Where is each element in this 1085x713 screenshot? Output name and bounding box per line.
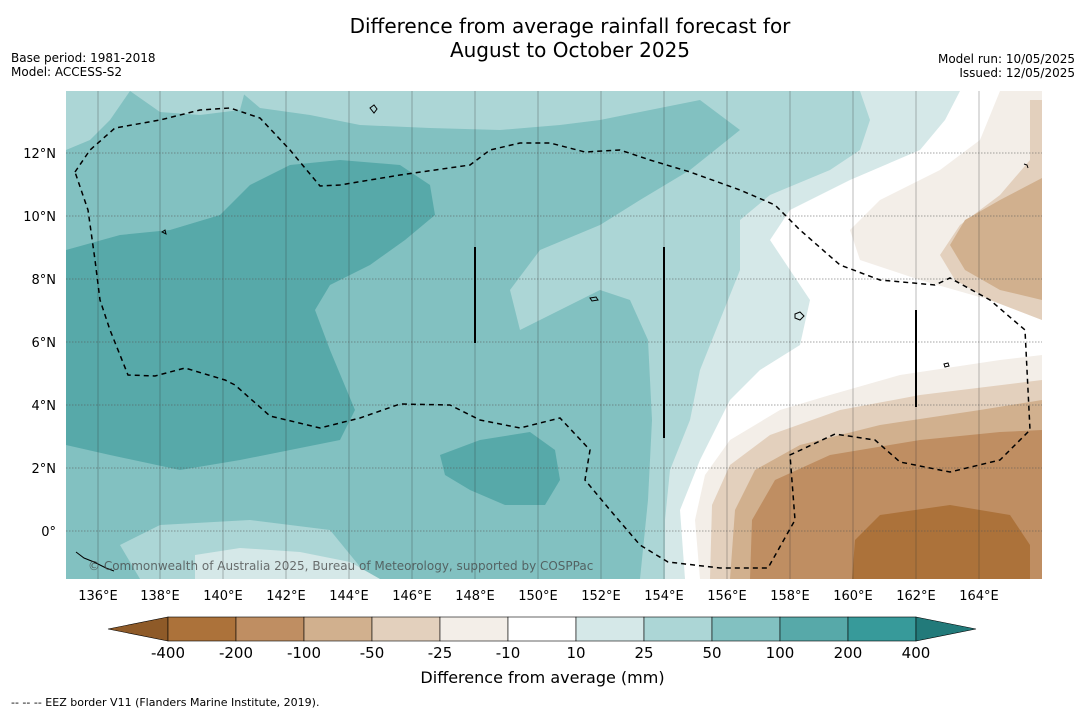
lat-label: 0°	[41, 525, 56, 540]
model-info: Base period: 1981-2018 Model: ACCESS-S2	[11, 51, 156, 79]
colorbar-tick-label: -400	[151, 644, 185, 662]
map-title: Difference from average rainfall forecas…	[270, 14, 870, 62]
lon-label: 152°E	[581, 589, 621, 604]
marker-lines	[474, 247, 917, 438]
colorbar-segment	[575, 616, 645, 642]
base-period: Base period: 1981-2018	[11, 51, 156, 65]
lon-label: 162°E	[896, 589, 936, 604]
lat-label: 10°N	[23, 210, 56, 225]
colorbar: -400 -200 -100 -50 -25 -10 10 25 50 100 200 400	[107, 616, 977, 662]
colorbar-segment	[439, 616, 509, 642]
colorbar-segment	[643, 616, 713, 642]
colorbar-tick-label: 100	[766, 644, 795, 662]
colorbar-segment	[371, 616, 441, 642]
lon-label: 154°E	[644, 589, 684, 604]
lon-label: 150°E	[518, 589, 558, 604]
colorbar-tick-label: -50	[360, 644, 385, 662]
colorbar-tick-label: 400	[902, 644, 931, 662]
colorbar-tick-label: -10	[496, 644, 521, 662]
copyright-text: © Commonwealth of Australia 2025, Bureau…	[88, 559, 593, 573]
lon-label: 146°E	[392, 589, 432, 604]
lon-label: 136°E	[78, 589, 118, 604]
lat-label: 6°N	[32, 336, 57, 351]
title-line-2: August to October 2025	[449, 38, 691, 62]
colorbar-tick-label: 10	[566, 644, 585, 662]
colorbar-segment	[507, 616, 577, 642]
colorbar-tick-label: 25	[634, 644, 653, 662]
rainfall-contours	[66, 91, 1042, 579]
run-info: Model run: 10/05/2025 Issued: 12/05/2025	[938, 52, 1075, 80]
lon-label: 148°E	[455, 589, 495, 604]
lon-label: 142°E	[266, 589, 306, 604]
colorbar-extend-low	[107, 616, 169, 642]
colorbar-tick-label: -200	[219, 644, 253, 662]
lat-label: 2°N	[32, 462, 57, 477]
colorbar-tick-label: -25	[428, 644, 453, 662]
lon-label: 144°E	[329, 589, 369, 604]
colorbar-tick-label: 200	[834, 644, 863, 662]
colorbar-tick-label: -100	[287, 644, 321, 662]
longitude-labels: 136°E 138°E 140°E 142°E 144°E 146°E 148°…	[78, 589, 999, 604]
colorbar-segment	[779, 616, 849, 642]
islands	[75, 104, 1029, 572]
colorbar-extend-high	[915, 616, 977, 642]
lon-label: 158°E	[770, 589, 810, 604]
model-run-date: Model run: 10/05/2025	[937, 52, 1075, 66]
eez-footnote: -- -- -- EEZ border V11 (Flanders Marine…	[11, 696, 320, 709]
colorbar-segment	[711, 616, 781, 642]
colorbar-segment	[303, 616, 373, 642]
eez-borders	[74, 107, 1031, 569]
lon-label: 160°E	[833, 589, 873, 604]
lat-label: 4°N	[32, 399, 57, 414]
lat-label: 8°N	[32, 273, 57, 288]
colorbar-tick-label: 50	[702, 644, 721, 662]
graticule	[97, 91, 980, 579]
title-line-1: Difference from average rainfall forecas…	[349, 14, 791, 38]
lon-label: 138°E	[140, 589, 180, 604]
colorbar-segment	[847, 616, 917, 642]
lon-label: 140°E	[203, 589, 243, 604]
issued-date: Issued: 12/05/2025	[959, 66, 1075, 80]
model-name: Model: ACCESS-S2	[11, 65, 123, 79]
latitude-labels: 12°N 10°N 8°N 6°N 4°N 2°N 0°	[23, 147, 56, 540]
lat-label: 12°N	[23, 147, 56, 162]
colorbar-segment	[235, 616, 305, 642]
lon-label: 164°E	[959, 589, 999, 604]
lon-label: 156°E	[707, 589, 747, 604]
colorbar-segment	[167, 616, 237, 642]
colorbar-label: Difference from average (mm)	[420, 668, 665, 687]
